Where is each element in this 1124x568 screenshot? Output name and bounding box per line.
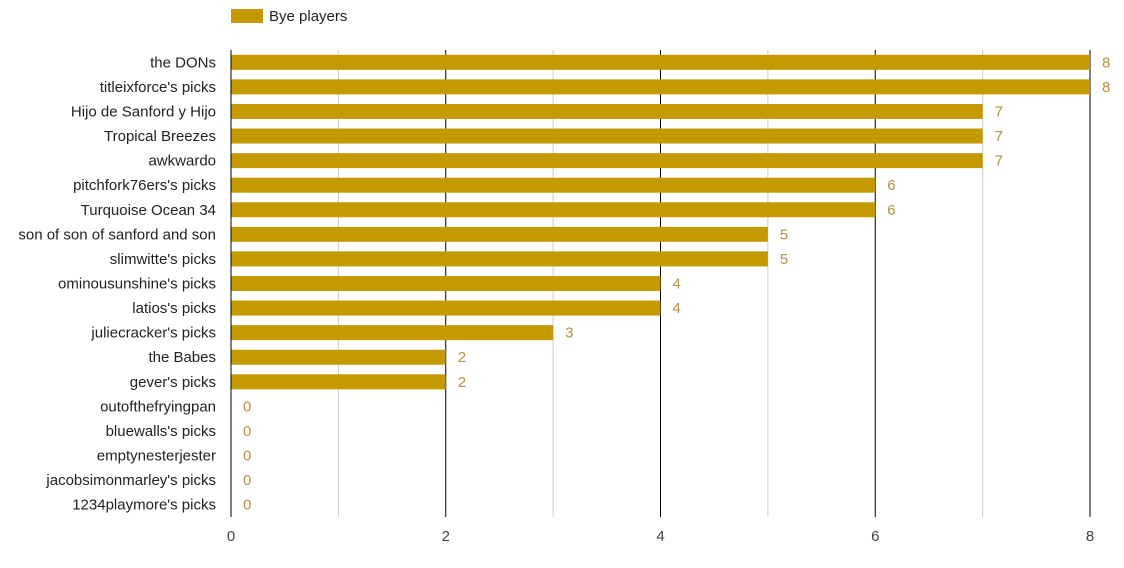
data-label: 2	[458, 349, 466, 366]
bar	[231, 153, 983, 169]
data-label: 7	[995, 128, 1003, 145]
data-label: 6	[887, 202, 895, 219]
legend-label: Bye players	[269, 7, 348, 25]
data-label: 6	[887, 177, 895, 194]
category-label: the Babes	[148, 349, 216, 366]
data-label: 2	[458, 374, 466, 391]
x-tick-label: 8	[1086, 528, 1094, 545]
data-label: 8	[1102, 54, 1110, 71]
category-label: gever's picks	[130, 374, 216, 391]
bar	[231, 325, 554, 341]
category-label: outofthefryingpan	[100, 398, 216, 415]
bar	[231, 128, 983, 144]
bar	[231, 349, 446, 365]
category-label: ominousunshine's picks	[58, 276, 216, 293]
bar	[231, 276, 661, 291]
legend: Bye players	[231, 6, 347, 26]
category-label: Tropical Breezes	[104, 128, 216, 145]
data-label: 5	[780, 251, 788, 268]
bar	[231, 54, 1090, 70]
bar	[231, 226, 768, 242]
x-tick-label: 0	[227, 528, 235, 545]
category-label: bluewalls's picks	[106, 423, 216, 440]
data-label: 3	[565, 325, 573, 342]
bar	[231, 103, 983, 119]
bar	[231, 177, 876, 193]
bar	[231, 300, 661, 316]
data-label: 4	[673, 300, 681, 317]
data-label: 4	[673, 276, 681, 293]
legend-swatch	[231, 9, 263, 23]
category-label: the DONs	[150, 54, 216, 71]
data-label: 0	[243, 497, 251, 514]
x-tick-label: 4	[656, 528, 664, 545]
category-label: titleixforce's picks	[100, 79, 216, 96]
category-label: latios's picks	[132, 300, 216, 317]
bar	[231, 202, 876, 218]
x-tick-label: 2	[442, 528, 450, 545]
data-label: 7	[995, 103, 1003, 120]
category-label: emptynesterjester	[97, 448, 216, 465]
bar	[231, 251, 768, 267]
category-label: pitchfork76ers's picks	[73, 177, 216, 194]
category-label: son of son of sanford and son	[18, 226, 216, 243]
category-label: Hijo de Sanford y Hijo	[71, 103, 216, 120]
data-label: 0	[243, 398, 251, 415]
data-label: 0	[243, 448, 251, 465]
category-label: slimwitte's picks	[110, 251, 216, 268]
category-label: 1234playmore's picks	[72, 497, 216, 514]
x-tick-label: 6	[871, 528, 879, 545]
bar	[231, 79, 1090, 95]
data-label: 8	[1102, 79, 1110, 96]
data-label: 0	[243, 423, 251, 440]
category-label: jacobsimonmarley's picks	[45, 472, 216, 489]
category-label: awkwardo	[148, 153, 216, 170]
data-label: 0	[243, 472, 251, 489]
category-label: juliecracker's picks	[90, 325, 216, 342]
data-label: 5	[780, 226, 788, 243]
data-label: 7	[995, 153, 1003, 170]
bar	[231, 374, 446, 390]
category-label: Turquoise Ocean 34	[81, 202, 216, 219]
